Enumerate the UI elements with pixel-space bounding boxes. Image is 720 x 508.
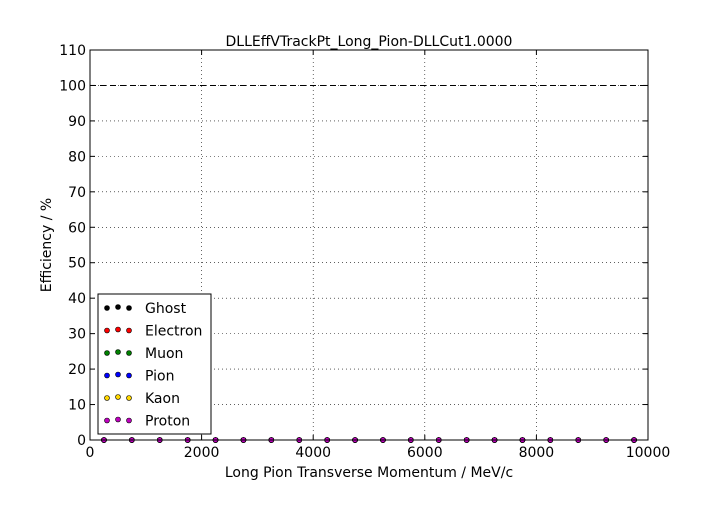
legend-marker	[104, 305, 110, 311]
y-tick-label: 50	[68, 256, 86, 272]
legend-marker	[104, 417, 110, 424]
legend: Ghost Electron Muon Pion Kaon Proton	[97, 293, 212, 435]
x-tick-label: 0	[86, 445, 95, 461]
legend-item-pion: Pion	[104, 369, 174, 385]
legend-marker	[115, 326, 121, 333]
y-tick-label: 100	[59, 78, 86, 94]
plot-frame	[89, 49, 649, 441]
y-tick-label: 20	[68, 362, 86, 378]
legend-marker	[115, 349, 121, 355]
legend-marker	[104, 350, 110, 356]
x-tick-label: 8000	[519, 445, 555, 461]
legend-marker	[126, 395, 132, 401]
legend-label: Pion	[145, 369, 174, 385]
legend-label: Electron	[145, 324, 202, 340]
legend-box	[97, 293, 212, 435]
legend-marker	[115, 394, 121, 400]
y-tick-label: 30	[68, 327, 86, 343]
legend-marker	[115, 416, 121, 423]
x-tick-label: 10000	[626, 445, 671, 461]
legend-label: Muon	[145, 346, 183, 362]
x-tick-label: 6000	[407, 445, 443, 461]
legend-item-muon: Muon	[104, 346, 183, 362]
y-tick-label: 70	[68, 185, 86, 201]
y-tick-label: 60	[68, 220, 86, 236]
legend-marker	[104, 372, 110, 379]
y-tick-label: 0	[77, 433, 86, 449]
legend-marker	[126, 372, 132, 379]
legend-marker	[126, 417, 132, 424]
legend-item-proton: Proton	[104, 414, 190, 430]
y-axis-label: Efficiency / %	[39, 198, 55, 292]
legend-marker	[126, 350, 132, 356]
y-tick-label: 40	[68, 291, 86, 307]
legend-marker	[104, 395, 110, 401]
x-axis-label: Long Pion Transverse Momentum / MeV/c	[225, 465, 513, 481]
legend-marker	[115, 304, 121, 310]
y-tick-label: 10	[68, 398, 86, 414]
y-tick-label: 90	[68, 114, 86, 130]
legend-label: Proton	[145, 414, 190, 430]
y-tick-label: 80	[68, 149, 86, 165]
legend-item-electron: Electron	[104, 324, 202, 340]
legend-label: Ghost	[145, 301, 187, 317]
chart-title: DLLEffVTrackPt_Long_Pion-DLLCut1.0000	[226, 34, 513, 50]
legend-label: Kaon	[145, 391, 180, 407]
legend-item-kaon: Kaon	[104, 391, 180, 407]
axis-ticks: 0 2000 4000 6000 8000 10000 0 10 20 30 40 50 60 70 80 9…	[59, 43, 670, 461]
legend-marker	[126, 327, 132, 334]
legend-marker	[104, 327, 110, 334]
legend-marker	[115, 371, 121, 378]
legend-marker	[126, 305, 132, 311]
y-tick-label: 110	[59, 43, 86, 59]
legend-item-ghost: Ghost	[104, 301, 187, 317]
x-tick-label: 2000	[184, 445, 220, 461]
x-tick-label: 4000	[295, 445, 331, 461]
